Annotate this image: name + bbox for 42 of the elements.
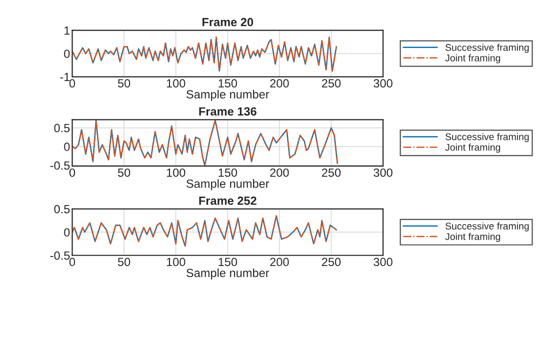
x-tick-label: 200 [270, 258, 289, 266]
x-tick-label: 100 [166, 79, 186, 88]
line-series [72, 36, 338, 72]
y-tick-label: -1 [60, 72, 70, 82]
x-tick-label: 200 [270, 79, 289, 88]
legend-label: Successive framing [445, 44, 529, 53]
legend-label: Joint framing [445, 232, 500, 242]
y-tick-label: 0 [64, 228, 70, 237]
x-tick-label: 50 [118, 79, 130, 88]
y-tick-label: 1 [64, 26, 70, 35]
y-tick-label: 0 [64, 50, 70, 58]
chart-title: Frame 252 [199, 196, 256, 205]
x-tick-label: 150 [218, 79, 238, 88]
x-tick-label: 50 [118, 168, 130, 177]
x-tick-label: 100 [166, 168, 186, 177]
x-tick-label: 250 [322, 168, 341, 177]
x-tick-label: 250 [322, 79, 341, 88]
x-tick-label: 300 [374, 168, 392, 177]
chart-title: Frame 20 [202, 18, 254, 26]
y-tick-label: 0 [64, 142, 70, 151]
x-tick-label: 250 [322, 258, 341, 266]
x-axis-title: Sample number [186, 268, 270, 280]
x-axis-title: Sample number [186, 90, 270, 101]
text: Joint framing [445, 144, 500, 153]
y-tick-label: 0.5 [54, 124, 70, 132]
x-tick-label: 300 [374, 79, 392, 88]
x-tick-label: 200 [270, 168, 289, 177]
line-series [72, 215, 338, 247]
legend-label: Joint framing [445, 54, 500, 64]
y-tick-label: -0.5 [50, 161, 70, 170]
y-tick-label: -0.5 [50, 251, 70, 260]
x-tick-label: 100 [166, 258, 186, 266]
chart-title: Frame 136 [199, 107, 256, 116]
x-tick-label: 300 [374, 258, 392, 266]
x-tick-label: 150 [218, 168, 238, 177]
y-tick-label: 0.5 [54, 204, 70, 214]
x-tick-label: 50 [118, 258, 130, 266]
legend-label: Successive framing [445, 222, 529, 232]
x-tick-label: 150 [218, 258, 238, 266]
line-series [72, 120, 338, 166]
x-axis-title: Sample number [186, 179, 270, 190]
text: Successive framing [445, 133, 529, 142]
